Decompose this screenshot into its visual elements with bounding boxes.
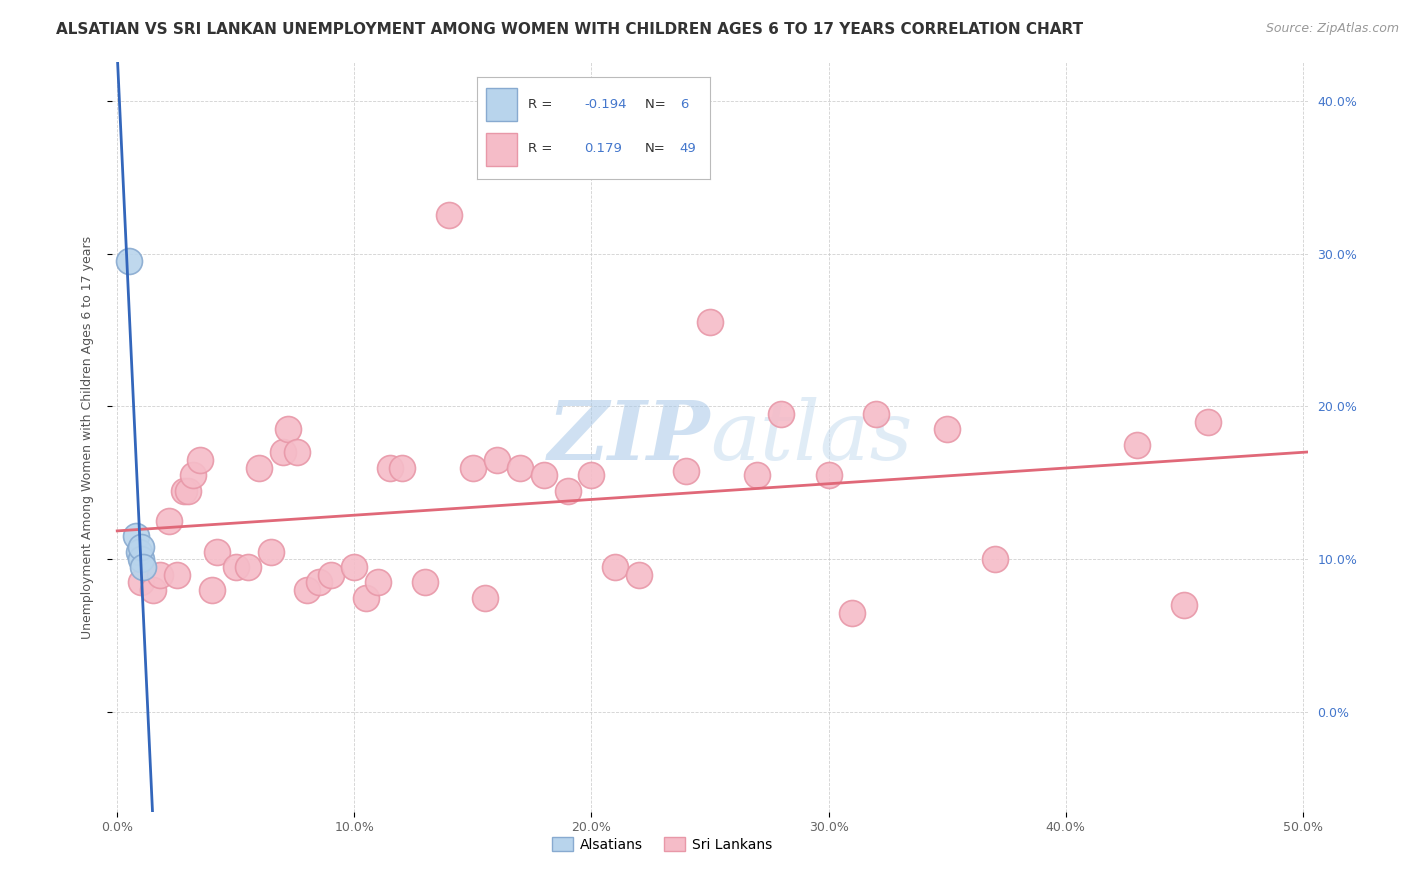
Point bbox=[166, 567, 188, 582]
Point bbox=[225, 560, 247, 574]
Point bbox=[149, 567, 172, 582]
Point bbox=[865, 407, 887, 421]
Point bbox=[747, 468, 769, 483]
Point bbox=[128, 545, 150, 559]
Point bbox=[236, 560, 259, 574]
Point bbox=[437, 208, 460, 222]
Point bbox=[533, 468, 555, 483]
Point bbox=[295, 582, 318, 597]
Point bbox=[699, 315, 721, 329]
Point bbox=[605, 560, 627, 574]
Point bbox=[249, 460, 271, 475]
Point bbox=[461, 460, 484, 475]
Point bbox=[287, 445, 309, 459]
Text: ZIP: ZIP bbox=[547, 397, 710, 477]
Point bbox=[271, 445, 294, 459]
Point bbox=[277, 422, 299, 436]
Point bbox=[581, 468, 603, 483]
Text: Source: ZipAtlas.com: Source: ZipAtlas.com bbox=[1265, 22, 1399, 36]
Text: atlas: atlas bbox=[710, 397, 912, 477]
Point bbox=[354, 591, 377, 605]
Point bbox=[343, 560, 366, 574]
Point bbox=[1197, 415, 1219, 429]
Point bbox=[308, 575, 330, 590]
Point bbox=[132, 560, 155, 574]
Point bbox=[201, 582, 224, 597]
Point bbox=[675, 464, 697, 478]
Point bbox=[841, 606, 863, 620]
Point bbox=[509, 460, 531, 475]
Point bbox=[205, 545, 228, 559]
Point bbox=[319, 567, 342, 582]
Point bbox=[177, 483, 200, 498]
Point bbox=[260, 545, 283, 559]
Point bbox=[627, 567, 650, 582]
Point bbox=[118, 254, 141, 268]
Point bbox=[129, 575, 152, 590]
Point bbox=[378, 460, 401, 475]
Point bbox=[557, 483, 579, 498]
Point bbox=[173, 483, 195, 498]
Point bbox=[391, 460, 413, 475]
Point bbox=[181, 468, 204, 483]
Text: ALSATIAN VS SRI LANKAN UNEMPLOYMENT AMONG WOMEN WITH CHILDREN AGES 6 TO 17 YEARS: ALSATIAN VS SRI LANKAN UNEMPLOYMENT AMON… bbox=[56, 22, 1084, 37]
Point bbox=[485, 453, 508, 467]
Point bbox=[770, 407, 793, 421]
Point bbox=[1173, 599, 1195, 613]
Y-axis label: Unemployment Among Women with Children Ages 6 to 17 years: Unemployment Among Women with Children A… bbox=[82, 235, 94, 639]
Legend: Alsatians, Sri Lankans: Alsatians, Sri Lankans bbox=[547, 831, 778, 857]
Point bbox=[129, 540, 152, 554]
Point bbox=[415, 575, 437, 590]
Point bbox=[157, 514, 180, 528]
Point bbox=[142, 582, 165, 597]
Point bbox=[936, 422, 959, 436]
Point bbox=[474, 591, 496, 605]
Point bbox=[817, 468, 839, 483]
Point bbox=[367, 575, 389, 590]
Point bbox=[983, 552, 1005, 566]
Point bbox=[129, 552, 152, 566]
Point bbox=[125, 529, 148, 543]
Point bbox=[188, 453, 211, 467]
Point bbox=[1126, 438, 1149, 452]
